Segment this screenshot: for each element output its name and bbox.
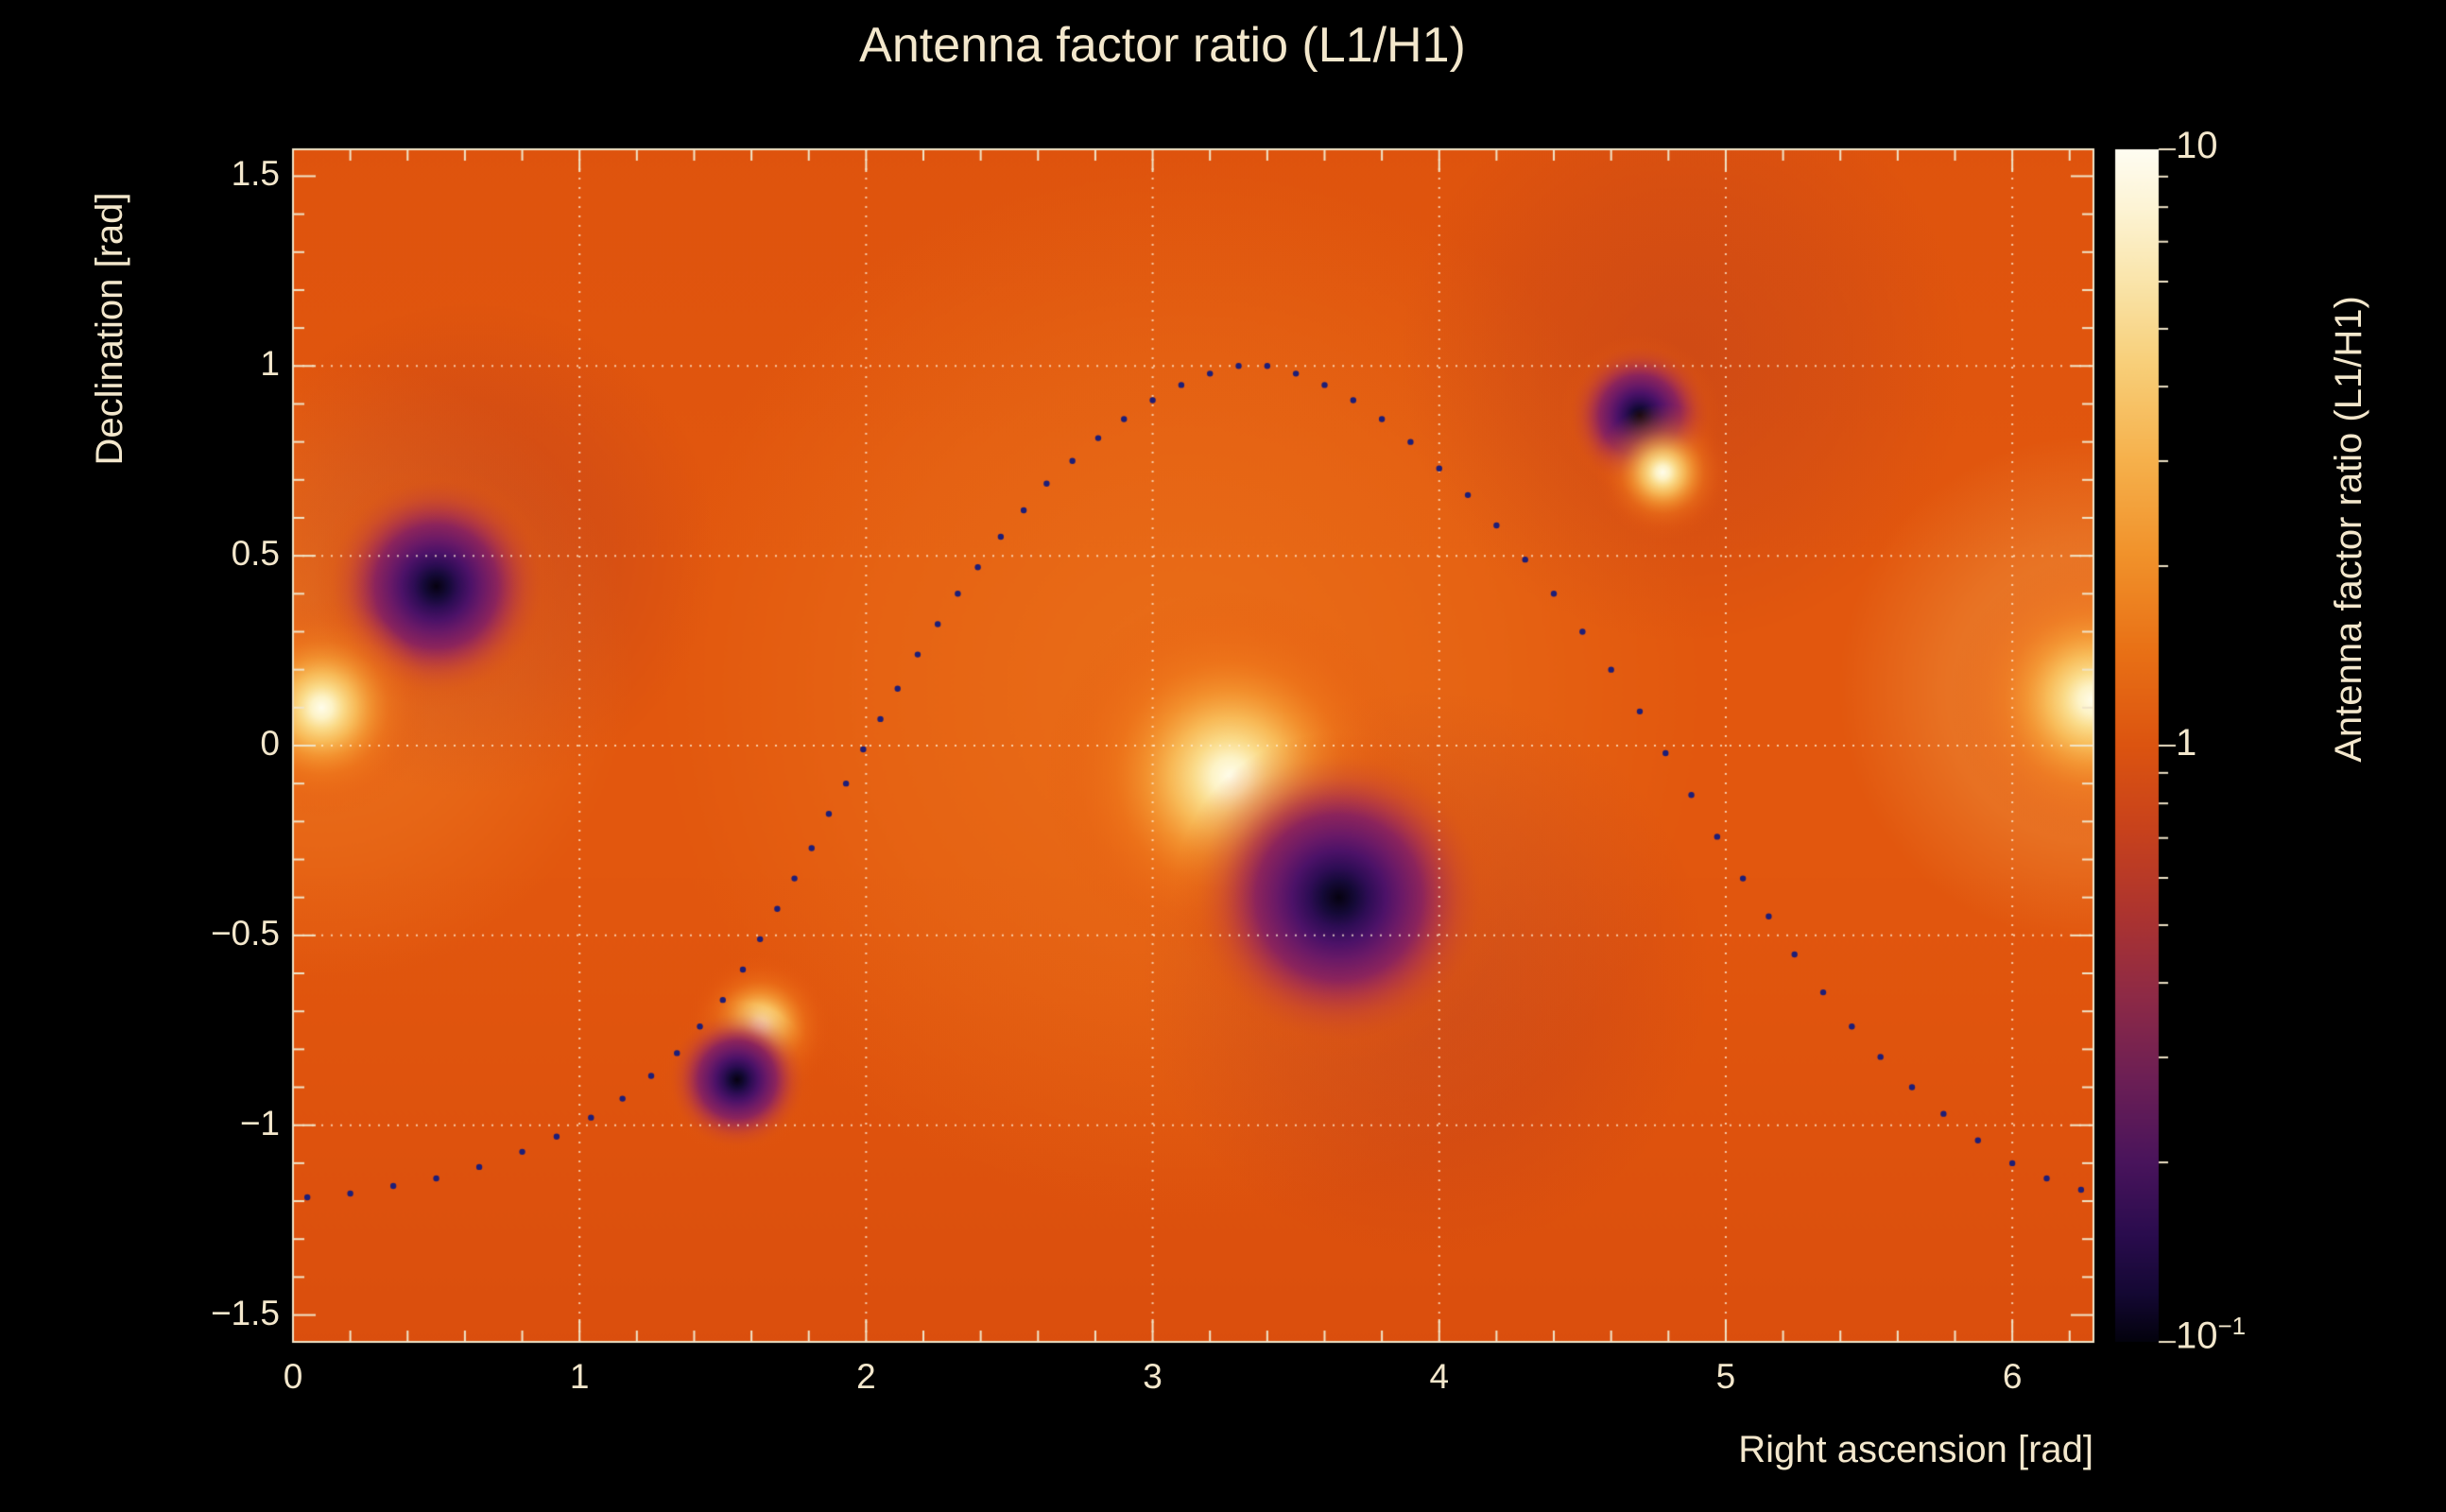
x-tick-label: 0 (283, 1357, 303, 1396)
x-tick-label: 3 (1143, 1357, 1163, 1396)
colorbar-min-base: 10 (2176, 1314, 2218, 1357)
y-tick-label: −1.5 (210, 1293, 280, 1332)
colorbar-tick-label-unity: 1 (2176, 722, 2197, 764)
colorbar-title: Antenna factor ratio (L1/H1) (2328, 296, 2369, 763)
colorbar-tick-label-min: 10−1 (2176, 1312, 2246, 1357)
chart-title: Antenna factor ratio (L1/H1) (859, 18, 1466, 73)
y-axis-title: Declination [rad] (89, 192, 130, 466)
x-axis-title: Right ascension [rad] (1738, 1429, 2093, 1470)
y-tick-label: 0.5 (231, 534, 280, 574)
x-tick-label: 6 (2002, 1357, 2023, 1396)
x-tick-label: 2 (856, 1357, 876, 1396)
y-tick-label: 0 (260, 724, 280, 763)
y-tick-label: 1.5 (231, 154, 280, 194)
y-tick-label: −0.5 (210, 913, 280, 953)
x-tick-label: 4 (1429, 1357, 1450, 1396)
y-tick-label: −1 (239, 1103, 280, 1143)
colorbar-tick-label-max: 10 (2176, 125, 2218, 166)
y-tick-label: 1 (260, 344, 280, 384)
colorbar-min-exponent: −1 (2217, 1312, 2247, 1340)
x-tick-label: 5 (1715, 1357, 1736, 1396)
x-tick-label: 1 (569, 1357, 590, 1396)
